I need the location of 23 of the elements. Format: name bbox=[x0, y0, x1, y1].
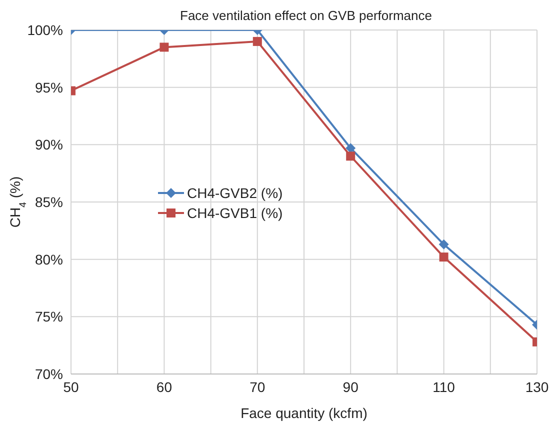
x-axis-title: Face quantity (kcfm) bbox=[240, 405, 368, 421]
x-tick-label: 70 bbox=[250, 378, 266, 395]
y-tick-label: 75% bbox=[34, 308, 63, 325]
x-tick-label: 130 bbox=[525, 378, 549, 395]
y-tick-label: 90% bbox=[34, 136, 63, 153]
chart-title: Face ventilation effect on GVB performance bbox=[179, 8, 433, 23]
point bbox=[438, 239, 449, 250]
y-tick-label: 95% bbox=[34, 79, 63, 96]
y-tick-label: 85% bbox=[34, 194, 63, 210]
point bbox=[439, 252, 448, 262]
x-tick-label: 90 bbox=[342, 378, 359, 395]
x-tick-label: 110 bbox=[432, 378, 456, 395]
point bbox=[346, 152, 356, 161]
point bbox=[160, 42, 169, 52]
x-tick-label: 60 bbox=[156, 378, 172, 395]
x-tick-label: 50 bbox=[63, 378, 79, 395]
y-tick-label: 100% bbox=[27, 22, 63, 38]
point bbox=[346, 143, 356, 154]
legend-label: CH4-GVB2 (%) bbox=[187, 185, 283, 201]
y-tick-label: 80% bbox=[34, 251, 63, 268]
legend-label: CH4-GVB1 (%) bbox=[187, 205, 283, 221]
y-tick-label: 70% bbox=[34, 366, 63, 382]
point bbox=[252, 36, 262, 46]
